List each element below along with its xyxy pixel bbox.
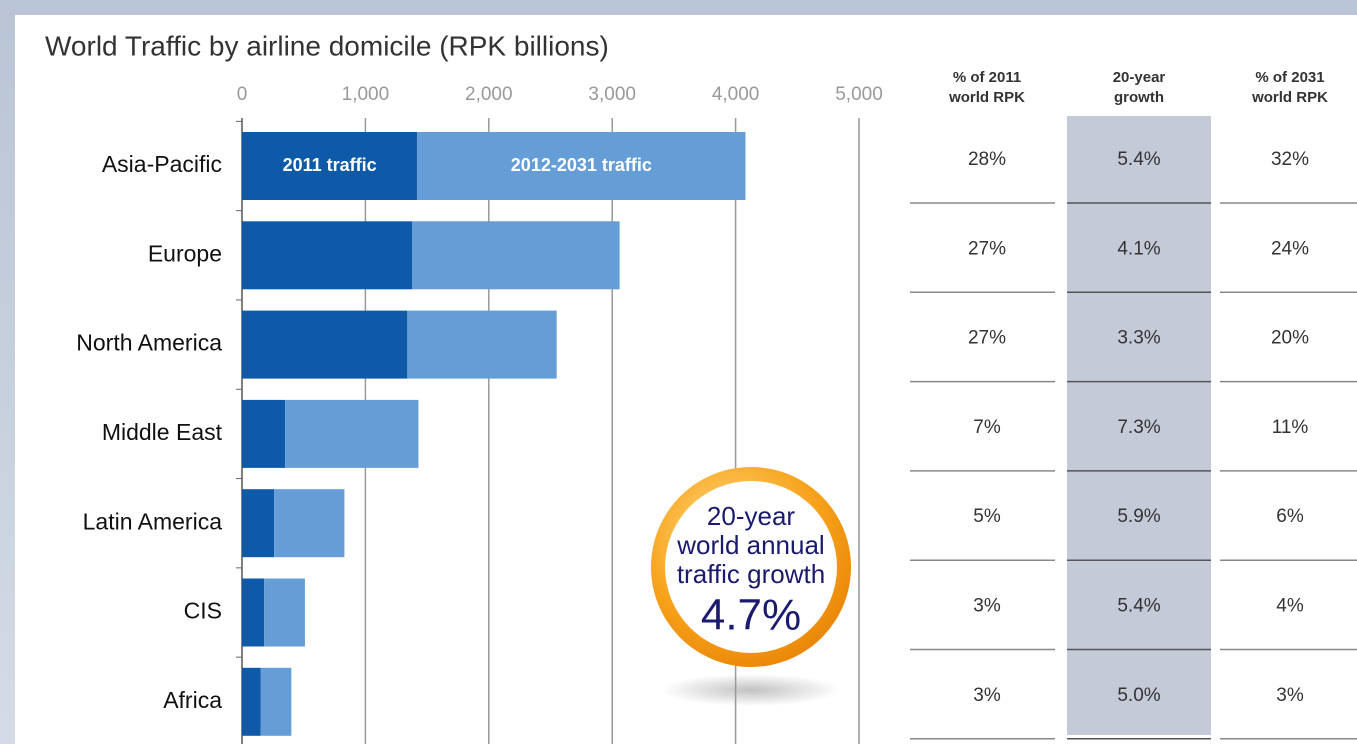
column-header: world RPK [1251,89,1328,106]
table-cell: 7.3% [1117,417,1160,438]
x-tick-label: 3,000 [588,84,636,105]
bar [274,489,345,558]
table-cell: 6% [1276,506,1304,527]
x-tick-label: 4,000 [712,84,760,105]
table-cell: 20% [1271,328,1309,349]
shaded-column [1067,116,1211,735]
y-tick-label: Asia-Pacific [102,151,222,177]
table: % of 2011 world RPK 20-year growth % of 2031… [910,69,1357,740]
callout-text: 20-year [707,501,795,531]
table-cell: 32% [1271,149,1309,170]
table-cell: 5% [973,506,1001,527]
table-cell: 3% [1276,685,1304,706]
y-tick-label: Europe [148,240,222,266]
bar [412,221,620,290]
bar [417,132,746,200]
callout-value: 4.7% [701,591,801,640]
callout-inner [665,481,837,653]
column-header: % of 2011 [953,69,1021,86]
table-cell: 3% [973,685,1001,706]
y-tick-label: Middle East [102,419,223,445]
table-cell: 3.3% [1117,328,1160,349]
table-cell: 27% [968,238,1006,259]
plot: 0 1,000 2,000 3,000 4,000 5,000 Asia-Pacific 20… [76,84,883,744]
column-header: % of 2031 [1255,69,1324,86]
column-header: growth [1114,89,1164,106]
x-tick-label: 0 [237,84,248,105]
y-tick-label: CIS [184,598,222,624]
series-label: 2012-2031 traffic [511,155,652,175]
series-label: 2011 traffic [283,155,377,175]
bar [242,221,413,290]
table-cell: 27% [968,328,1006,349]
bar [264,578,305,647]
table-cell: 5.4% [1117,149,1160,170]
chart-title: World Traffic by airline domicile (RPK b… [45,30,609,61]
table-cell: 28% [968,149,1006,170]
table-cell: 3% [973,596,1001,617]
y-tick-label: Latin America [83,508,223,534]
bar [242,489,275,558]
table-cell: 7% [973,417,1001,438]
table-cell: 24% [1271,238,1309,259]
column-header: world RPK [948,89,1025,106]
bar [285,399,419,468]
callout-shadow [661,674,841,706]
column-header: 20-year [1113,69,1166,86]
table-cell: 5.9% [1117,506,1160,527]
bar [242,132,418,200]
bar [242,667,261,736]
bar [242,310,408,379]
table-cell: 4.1% [1117,238,1160,259]
table-cell: 5.0% [1117,685,1160,706]
y-tick-label: Africa [163,687,222,713]
bar [260,667,292,736]
bar [242,399,286,468]
bar [407,310,557,379]
x-tick-label: 1,000 [342,84,390,105]
y-tick-label: North America [76,330,222,356]
callout-text: traffic growth [677,559,825,589]
x-tick-label: 5,000 [835,84,883,105]
table-cell: 4% [1276,596,1304,617]
table-cell: 5.4% [1117,596,1160,617]
callout-text: world annual [676,530,824,560]
x-tick-label: 2,000 [465,84,513,105]
table-cell: 11% [1272,417,1309,438]
bar [242,578,265,647]
